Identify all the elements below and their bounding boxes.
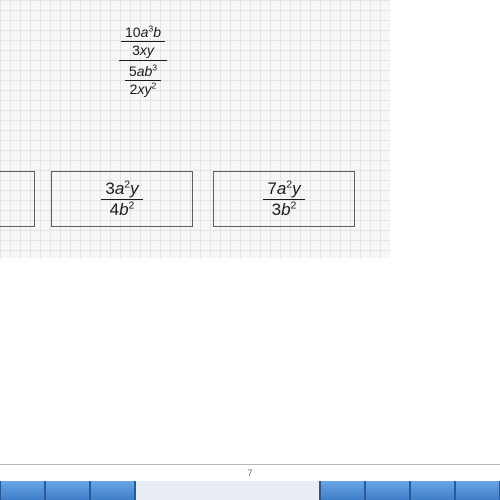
main-expression: 10a3b 3xy 5ab3 2xy2	[119, 22, 167, 100]
answer-denominator: 3b2	[263, 200, 304, 219]
page-number: 7	[247, 468, 252, 478]
timeline-segment-7[interactable]	[455, 481, 500, 500]
graph-paper-region: 10a3b 3xy 5ab3 2xy2 3a2y4b2 7a2y3b2	[0, 0, 390, 258]
main-bottom-denominator: 2xy2	[125, 81, 161, 97]
page-indicator-track[interactable]: 7	[0, 465, 500, 482]
main-bottom-numerator: 5ab3	[125, 64, 161, 81]
timeline-segment-0[interactable]	[0, 481, 45, 500]
answer-box-2[interactable]: 7a2y3b2	[213, 171, 355, 227]
main-top-numerator: 10a3b	[121, 25, 165, 42]
answer-box-1[interactable]: 3a2y4b2	[51, 171, 193, 227]
answer-box-0[interactable]	[0, 171, 35, 227]
timeline-segment-5[interactable]	[365, 481, 410, 500]
answer-numerator: 7a2y	[263, 180, 304, 200]
timeline-segment-6[interactable]	[410, 481, 455, 500]
timeline-segment-3[interactable]	[135, 481, 320, 500]
timeline-bar: 7	[0, 464, 500, 500]
timeline-segment-1[interactable]	[45, 481, 90, 500]
timeline-segment-4[interactable]	[320, 481, 365, 500]
timeline-segment-2[interactable]	[90, 481, 135, 500]
segment-row[interactable]	[0, 481, 500, 500]
answer-denominator: 4b2	[101, 200, 142, 219]
answer-numerator: 3a2y	[101, 180, 142, 200]
main-top-denominator: 3xy	[121, 42, 165, 58]
